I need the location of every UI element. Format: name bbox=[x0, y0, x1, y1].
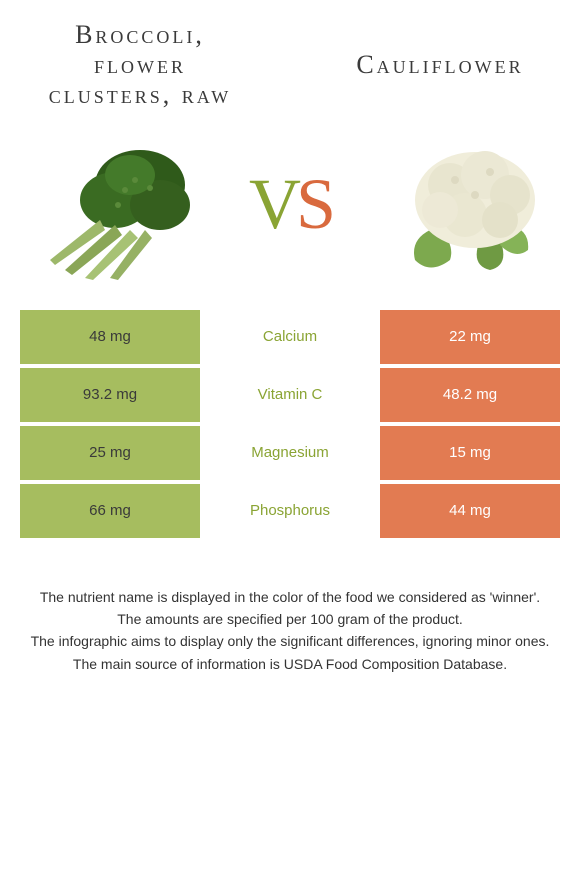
right-food-title: Cauliflower bbox=[340, 50, 540, 80]
left-value-cell: 66 mg bbox=[20, 484, 200, 538]
broccoli-image bbox=[30, 130, 200, 280]
footer-line: The nutrient name is displayed in the co… bbox=[20, 587, 560, 607]
right-value-cell: 15 mg bbox=[380, 426, 560, 480]
nutrient-row: 48 mgCalcium22 mg bbox=[20, 310, 560, 364]
footer-line: The infographic aims to display only the… bbox=[20, 631, 560, 651]
footer-line: The main source of information is USDA F… bbox=[20, 654, 560, 674]
right-value-cell: 48.2 mg bbox=[380, 368, 560, 422]
nutrient-row: 66 mgPhosphorus44 mg bbox=[20, 484, 560, 538]
vs-s-letter: S bbox=[296, 164, 331, 244]
right-value-cell: 44 mg bbox=[380, 484, 560, 538]
left-food-title: Broccoli, flower clusters, raw bbox=[40, 20, 240, 110]
vs-label: VS bbox=[249, 163, 331, 246]
footer-line: The amounts are specified per 100 gram o… bbox=[20, 609, 560, 629]
images-row: VS bbox=[0, 120, 580, 310]
nutrient-name-cell: Phosphorus bbox=[200, 484, 380, 538]
left-value-cell: 25 mg bbox=[20, 426, 200, 480]
right-value-cell: 22 mg bbox=[380, 310, 560, 364]
nutrient-name-cell: Vitamin C bbox=[200, 368, 380, 422]
cauliflower-image bbox=[380, 130, 550, 280]
nutrient-row: 93.2 mgVitamin C48.2 mg bbox=[20, 368, 560, 422]
nutrient-table: 48 mgCalcium22 mg93.2 mgVitamin C48.2 mg… bbox=[0, 310, 580, 538]
nutrient-row: 25 mgMagnesium15 mg bbox=[20, 426, 560, 480]
header-row: Broccoli, flower clusters, raw Cauliflow… bbox=[0, 0, 580, 120]
left-value-cell: 93.2 mg bbox=[20, 368, 200, 422]
nutrient-name-cell: Magnesium bbox=[200, 426, 380, 480]
footer-notes: The nutrient name is displayed in the co… bbox=[0, 542, 580, 674]
nutrient-name-cell: Calcium bbox=[200, 310, 380, 364]
vs-v-letter: V bbox=[249, 164, 296, 244]
left-value-cell: 48 mg bbox=[20, 310, 200, 364]
